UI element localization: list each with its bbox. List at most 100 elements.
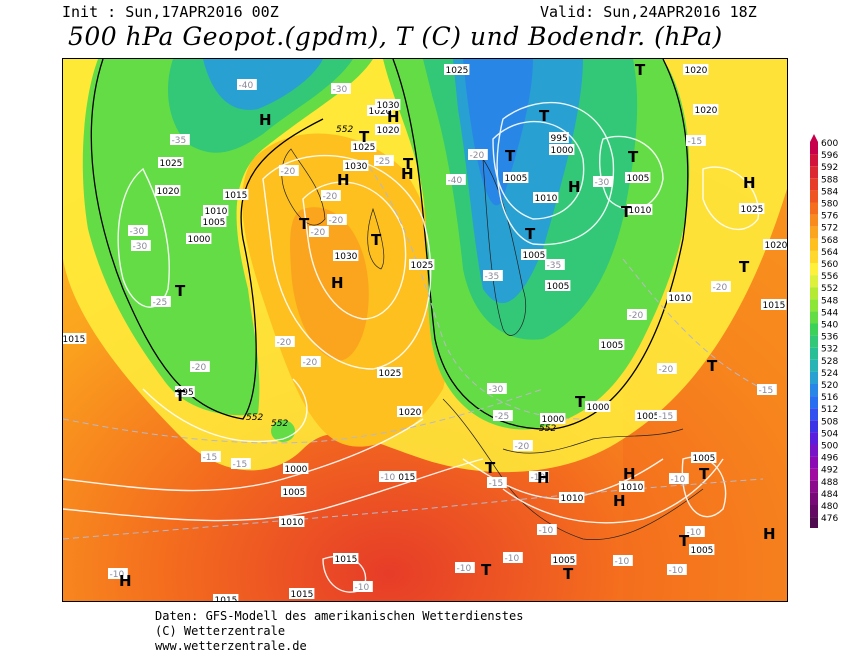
temperature-label-box (545, 259, 565, 270)
colorbar-swatch (810, 311, 818, 324)
temperature-label-box (379, 471, 399, 482)
pressure-label: 1005 (547, 282, 570, 292)
colorbar-label: 576 (821, 212, 838, 222)
pressure-label: 1000 (285, 465, 308, 475)
pressure-label-box (391, 471, 417, 482)
colorbar-swatch (810, 226, 818, 239)
temperature-label-box (657, 363, 677, 374)
pressure-label-box (627, 204, 653, 215)
pressure-label: 1015 (215, 596, 238, 601)
pressure-label-box (203, 205, 229, 216)
colorbar-label: 488 (821, 478, 838, 488)
temperature-label: -30 (595, 178, 610, 188)
pressure-label-box (540, 413, 566, 424)
low-pressure-center: T (359, 128, 370, 146)
pressure-label: 1000 (542, 415, 565, 425)
weather-map: 1020 1030 1025 1020 1025 1020 1025 1015 1010 1005… (62, 58, 788, 602)
temperature-label-box (468, 149, 488, 160)
colorbar-label: 532 (821, 345, 838, 355)
high-pressure-center: H (623, 465, 636, 483)
temperature-label-box (231, 458, 251, 469)
high-pressure-center: H (401, 165, 414, 183)
temperature-label: -10 (615, 557, 630, 567)
geopotential-label: 552 (246, 413, 263, 423)
temperature-label-box (487, 477, 507, 488)
map-title: 500 hPa Geopot.(gpdm), T (C) und Bodendr… (68, 22, 723, 51)
low-pressure-center: T (371, 231, 382, 249)
init-time: Init : Sun,17APR2016 00Z (62, 3, 279, 21)
temperature-label-box (374, 155, 394, 166)
colorbar-swatch (810, 178, 818, 191)
pressure-label-box (186, 233, 212, 244)
temperature-label-box (279, 165, 299, 176)
temperature-label: -15 (233, 460, 248, 470)
trough-east-coldest (463, 59, 533, 206)
pressure-label: 1025 (446, 66, 469, 76)
temperature-label: -15 (688, 137, 703, 147)
temperature-label-box (686, 135, 706, 146)
temperature-label: -35 (485, 272, 500, 282)
pressure-label-box (521, 249, 547, 260)
temperature-label-box (529, 471, 549, 482)
temperature-label: -10 (669, 566, 684, 576)
color-scale-bar: 600 596 592 588 584 580 576 572 568 564 560 556 552 5… (810, 134, 838, 528)
pressure-label: 1030 (335, 252, 358, 262)
footer-url: www.wetterzentrale.de (155, 639, 307, 653)
low-pressure-center: T (563, 565, 574, 583)
temperature-label-box (487, 383, 507, 394)
low-pressure-center: T (481, 561, 492, 579)
pressure-label: 995 (551, 134, 568, 144)
temperature-label-box (685, 526, 705, 537)
pressure-label: 1020 (685, 66, 708, 76)
colorbar-label: 520 (821, 381, 838, 391)
temperature-label-box (309, 226, 329, 237)
high-pressure-center: H (568, 178, 581, 196)
geopotential-label: 552 (336, 125, 353, 135)
pressure-label-box (375, 99, 401, 110)
colorbar-swatch (810, 347, 818, 360)
colorbar-swatch (810, 492, 818, 505)
pressure-label: 1000 (551, 146, 574, 156)
colorbar-swatch (810, 335, 818, 348)
pressure-label: 1010 (629, 206, 652, 216)
temperature-label: -25 (495, 412, 510, 422)
temperature-label-box (613, 555, 633, 566)
pressure-label-box (503, 172, 529, 183)
colorbar-label: 508 (821, 417, 838, 427)
colorbar-swatch (810, 142, 818, 155)
pressure-label-box (444, 64, 470, 75)
trough-west (82, 59, 373, 416)
colorbar-swatch (810, 166, 818, 179)
colorbar-label: 516 (821, 393, 838, 403)
temperature-label: -10 (355, 583, 370, 593)
colorbar-label: 556 (821, 272, 838, 282)
temperature-label-box (513, 440, 533, 451)
pressure-label-box (739, 203, 765, 214)
temperature-label-box (275, 336, 295, 347)
pressure-label: 1000 (188, 235, 211, 245)
colorbar-swatch (810, 505, 818, 518)
temperature-label-box (667, 564, 687, 575)
low-pressure-center: T (539, 107, 550, 125)
pressure-label-box (559, 492, 585, 503)
pressure-label: 1025 (411, 261, 434, 271)
colorbar-swatch (810, 238, 818, 251)
colorbar-swatch (810, 214, 818, 227)
pressure-label: 995 (177, 388, 194, 398)
pressure-label: 1010 (281, 518, 304, 528)
colorbar-label: 524 (821, 369, 838, 379)
pressure-label-box (545, 280, 571, 291)
colorbar-swatch (810, 287, 818, 300)
temperature-label-box (627, 309, 647, 320)
colorbar-label: 596 (821, 151, 838, 161)
colorbar-swatch (810, 190, 818, 203)
low-pressure-center: T (628, 148, 639, 166)
pressure-label-box (63, 333, 87, 344)
colorbar-label: 504 (821, 429, 838, 439)
temperature-label: -15 (659, 412, 674, 422)
trough-west-coldest (203, 59, 323, 110)
pressure-label-box (683, 64, 709, 75)
high-pressure-center: H (763, 525, 776, 543)
colorbar-swatch (810, 202, 818, 215)
colorbar-label: 600 (821, 139, 838, 149)
